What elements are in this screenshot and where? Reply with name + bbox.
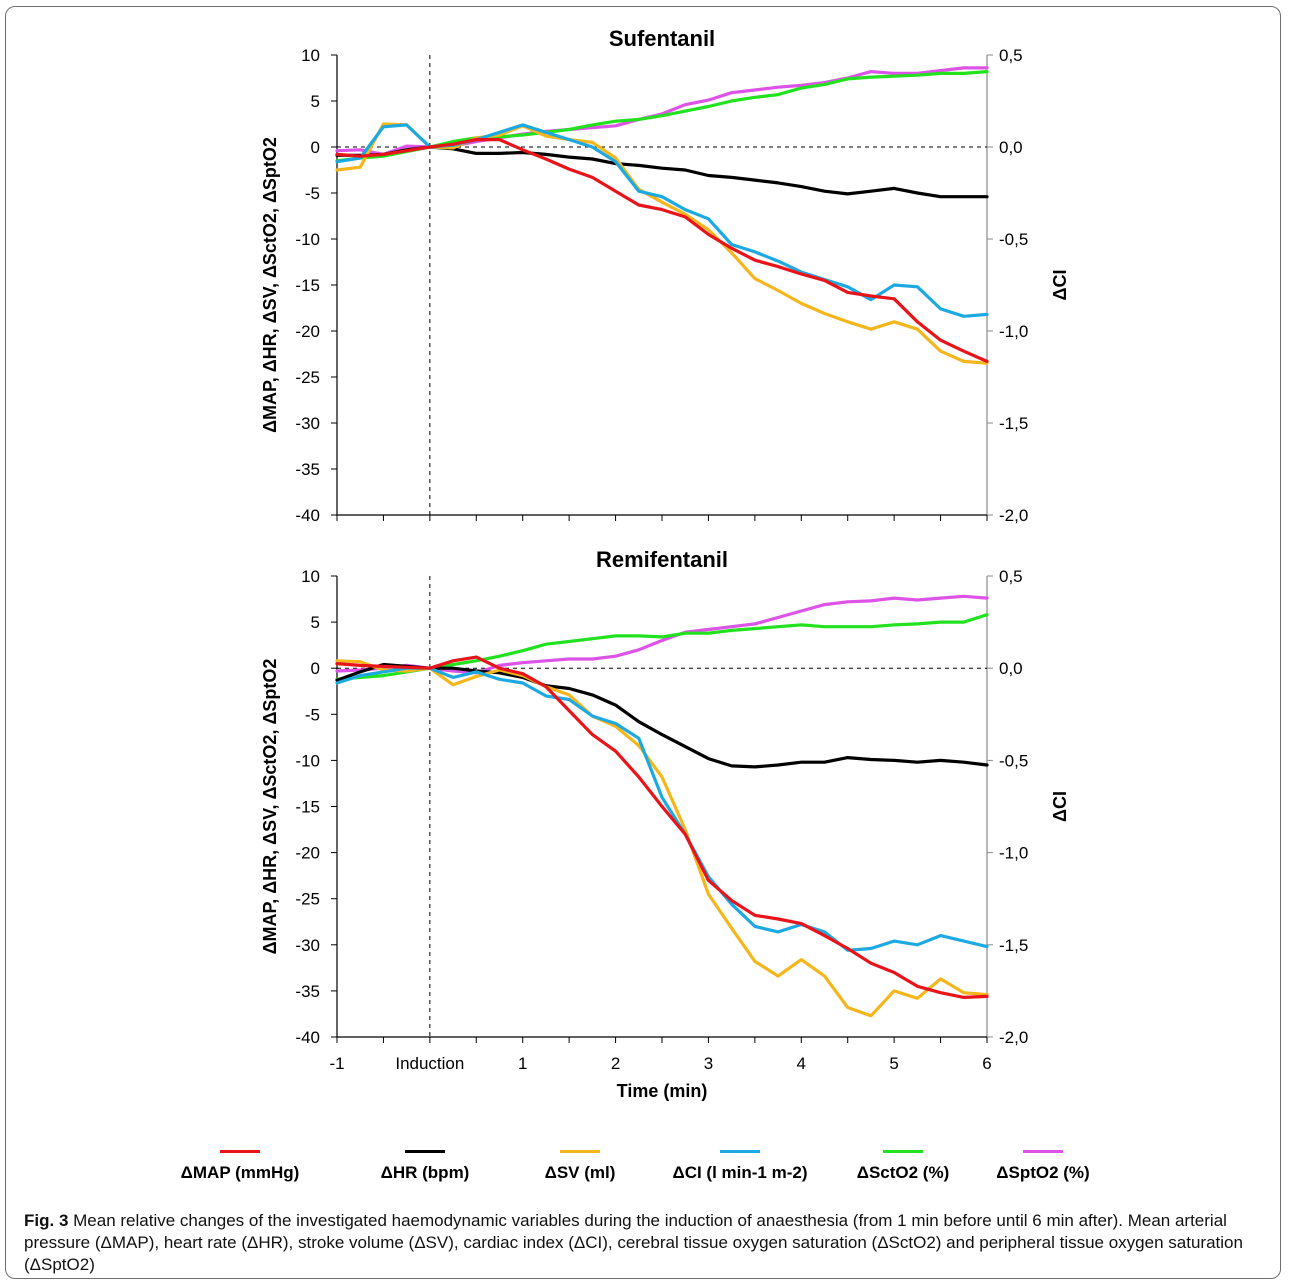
right-tick-label: -2,0 bbox=[999, 1028, 1028, 1047]
left-tick-label: -10 bbox=[295, 230, 320, 249]
legend-swatch-scto2 bbox=[883, 1150, 923, 1153]
figure-frame bbox=[5, 6, 1281, 1279]
left-tick-label: -15 bbox=[295, 276, 320, 295]
legend-label-spto2: ΔSptO2 (%) bbox=[996, 1163, 1090, 1182]
caption-fig-label: Fig. 3 bbox=[24, 1211, 69, 1230]
x-tick-label: -1 bbox=[329, 1054, 344, 1073]
left-tick-label: -35 bbox=[295, 460, 320, 479]
legend: ΔMAP (mmHg) ΔHR (bpm) ΔSV (ml) ΔCI (l mi… bbox=[0, 1150, 1290, 1200]
x-tick-label: 5 bbox=[889, 1054, 898, 1073]
legend-swatch-spto2 bbox=[1023, 1150, 1063, 1153]
left-tick-label: 0 bbox=[311, 659, 320, 678]
series-line-hr-bpm bbox=[335, 662, 989, 769]
x-tick-label: 6 bbox=[982, 1054, 991, 1073]
right-tick-label: -1,0 bbox=[999, 322, 1028, 341]
left-tick-label: 0 bbox=[311, 138, 320, 157]
chart-title: Sufentanil bbox=[609, 26, 715, 51]
series-line-ci-l-min-1-m-2 bbox=[335, 123, 989, 318]
series-line-spto2 bbox=[335, 594, 989, 675]
right-tick-label: -2,0 bbox=[999, 506, 1028, 525]
series-line-scto2 bbox=[335, 613, 989, 681]
x-tick-label: 1 bbox=[518, 1054, 527, 1073]
right-tick-label: 0,5 bbox=[999, 46, 1023, 65]
left-tick-label: -40 bbox=[295, 506, 320, 525]
left-tick-label: 10 bbox=[301, 567, 320, 586]
right-tick-label: -1,0 bbox=[999, 844, 1028, 863]
x-axis-label: Time (min) bbox=[617, 1081, 708, 1101]
chart-title: Remifentanil bbox=[596, 547, 728, 572]
left-tick-label: -20 bbox=[295, 844, 320, 863]
legend-label-sv: ΔSV (ml) bbox=[544, 1163, 616, 1182]
series-line-sv-ml bbox=[335, 122, 989, 365]
left-tick-label: 10 bbox=[301, 46, 320, 65]
series-line-spto2 bbox=[335, 66, 989, 156]
x-tick-label: 2 bbox=[611, 1054, 620, 1073]
left-tick-label: -30 bbox=[295, 936, 320, 955]
legend-swatch-sv bbox=[560, 1150, 600, 1153]
series-line-sv-ml bbox=[335, 659, 989, 1018]
series-line-map-mmhg bbox=[335, 138, 989, 363]
right-tick-label: -0,5 bbox=[999, 230, 1028, 249]
x-tick-label: Induction bbox=[395, 1054, 464, 1073]
legend-swatch-ci bbox=[720, 1150, 760, 1153]
panel-sufentanil: 10 5 0 -5 -10 -15 -20 -25 -30 -35 -40 0,5 0,0 -0,5 -1,… bbox=[260, 26, 1070, 525]
left-tick-label: -20 bbox=[295, 322, 320, 341]
legend-label-map: ΔMAP (mmHg) bbox=[180, 1163, 300, 1182]
right-tick-label: 0,0 bbox=[999, 138, 1023, 157]
series-line-map-mmhg bbox=[335, 655, 989, 1000]
left-tick-label: -40 bbox=[295, 1028, 320, 1047]
panel-remifentanil: 1050-5-10-15-20-25-30-35-400,50,0-0,5-1,… bbox=[260, 547, 1070, 1101]
left-tick-label: -25 bbox=[295, 890, 320, 909]
legend-item-hr: ΔHR (bpm) bbox=[340, 1150, 510, 1183]
y2-axis-label: ΔCI bbox=[1050, 270, 1070, 301]
legend-swatch-map bbox=[220, 1150, 260, 1153]
y2-axis-label: ΔCI bbox=[1050, 791, 1070, 822]
figure-charts: 1050-5-10-15-20-25-30-35-400,50,0-0,5-1,… bbox=[260, 26, 1070, 1101]
left-tick-label: 5 bbox=[311, 92, 320, 111]
legend-item-ci: ΔCI (l min-1 m-2) bbox=[655, 1150, 825, 1183]
x-tick-label: 4 bbox=[797, 1054, 806, 1073]
series-line-ci-l-min-1-m-2 bbox=[335, 666, 989, 952]
series-line-scto2 bbox=[335, 69, 989, 163]
right-tick-label: -1,5 bbox=[999, 414, 1028, 433]
right-tick-label: 0,0 bbox=[999, 659, 1023, 678]
legend-label-hr: ΔHR (bpm) bbox=[380, 1163, 470, 1182]
y-axis-label: ΔMAP, ΔHR, ΔSV, ΔSctO2, ΔSptO2 bbox=[260, 659, 280, 955]
series-line-hr-bpm bbox=[335, 145, 989, 199]
legend-item-map: ΔMAP (mmHg) bbox=[155, 1150, 325, 1183]
left-tick-label: -5 bbox=[305, 184, 320, 203]
legend-item-sv: ΔSV (ml) bbox=[495, 1150, 665, 1183]
left-tick-label: -15 bbox=[295, 798, 320, 817]
right-tick-label: -1,5 bbox=[999, 936, 1028, 955]
left-tick-label: -30 bbox=[295, 414, 320, 433]
legend-swatch-hr bbox=[405, 1150, 445, 1153]
y-axis-label: ΔMAP, ΔHR, ΔSV, ΔSctO2, ΔSptO2 bbox=[260, 137, 280, 433]
legend-item-scto2: ΔSctO2 (%) bbox=[818, 1150, 988, 1183]
left-tick-label: -35 bbox=[295, 982, 320, 1001]
left-tick-label: -10 bbox=[295, 751, 320, 770]
left-tick-label: -25 bbox=[295, 368, 320, 387]
right-tick-label: 0,5 bbox=[999, 567, 1023, 586]
legend-item-spto2: ΔSptO2 (%) bbox=[958, 1150, 1128, 1183]
right-tick-label: -0,5 bbox=[999, 751, 1028, 770]
legend-label-scto2: ΔSctO2 (%) bbox=[856, 1163, 950, 1182]
legend-label-ci: ΔCI (l min-1 m-2) bbox=[672, 1163, 808, 1182]
caption-text: Mean relative changes of the investigate… bbox=[24, 1211, 1243, 1274]
left-tick-label: 5 bbox=[311, 613, 320, 632]
x-tick-label: 3 bbox=[704, 1054, 713, 1073]
figure-caption: Fig. 3 Mean relative changes of the inve… bbox=[24, 1210, 1269, 1276]
left-tick-label: -5 bbox=[305, 705, 320, 724]
